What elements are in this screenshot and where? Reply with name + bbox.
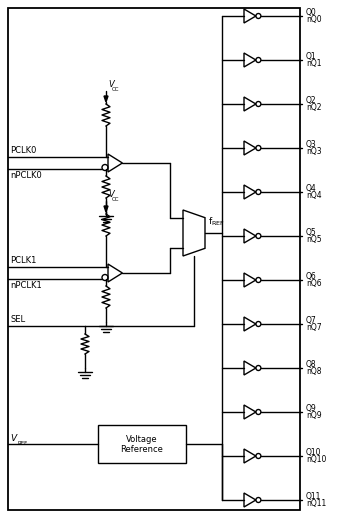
Polygon shape [104, 206, 108, 212]
Text: Q1: Q1 [306, 52, 317, 61]
Text: nQ3: nQ3 [306, 147, 322, 156]
Text: nQ4: nQ4 [306, 191, 322, 200]
Text: nQ6: nQ6 [306, 279, 322, 288]
Text: nQ9: nQ9 [306, 411, 322, 420]
Text: nQ5: nQ5 [306, 235, 322, 244]
Text: nQ7: nQ7 [306, 323, 322, 332]
Text: SEL: SEL [10, 315, 25, 324]
Text: Q0: Q0 [306, 8, 317, 17]
Text: Reference: Reference [121, 444, 163, 453]
Bar [98, 425, 186, 463]
Text: nQ2: nQ2 [306, 103, 322, 112]
Text: f$_{\rm REF}$: f$_{\rm REF}$ [208, 215, 225, 228]
Text: REF: REF [17, 441, 27, 446]
Text: Voltage: Voltage [126, 435, 158, 443]
Text: Q4: Q4 [306, 184, 317, 193]
Text: nQ8: nQ8 [306, 367, 322, 376]
Text: nPCLK1: nPCLK1 [10, 281, 42, 290]
Text: Q2: Q2 [306, 96, 317, 105]
Text: nQ0: nQ0 [306, 15, 322, 24]
Polygon shape [104, 96, 108, 102]
Text: PCLK0: PCLK0 [10, 146, 36, 155]
Text: nQ10: nQ10 [306, 455, 326, 464]
Bar [8, 8, 300, 510]
Text: CC: CC [112, 87, 120, 92]
Text: V: V [10, 434, 16, 443]
Text: V: V [108, 80, 114, 89]
Text: Q11: Q11 [306, 492, 321, 501]
Text: PCLK1: PCLK1 [10, 256, 36, 265]
Text: V: V [108, 190, 114, 199]
Text: CC: CC [112, 197, 120, 202]
Text: Q10: Q10 [306, 448, 322, 457]
Text: Q3: Q3 [306, 140, 317, 149]
Text: Q7: Q7 [306, 316, 317, 325]
Text: Q8: Q8 [306, 360, 317, 369]
Text: nPCLK0: nPCLK0 [10, 171, 42, 180]
Text: Q6: Q6 [306, 272, 317, 281]
Text: nQ11: nQ11 [306, 499, 326, 508]
Text: Q9: Q9 [306, 404, 317, 413]
Text: nQ1: nQ1 [306, 59, 322, 68]
Text: Q5: Q5 [306, 228, 317, 237]
